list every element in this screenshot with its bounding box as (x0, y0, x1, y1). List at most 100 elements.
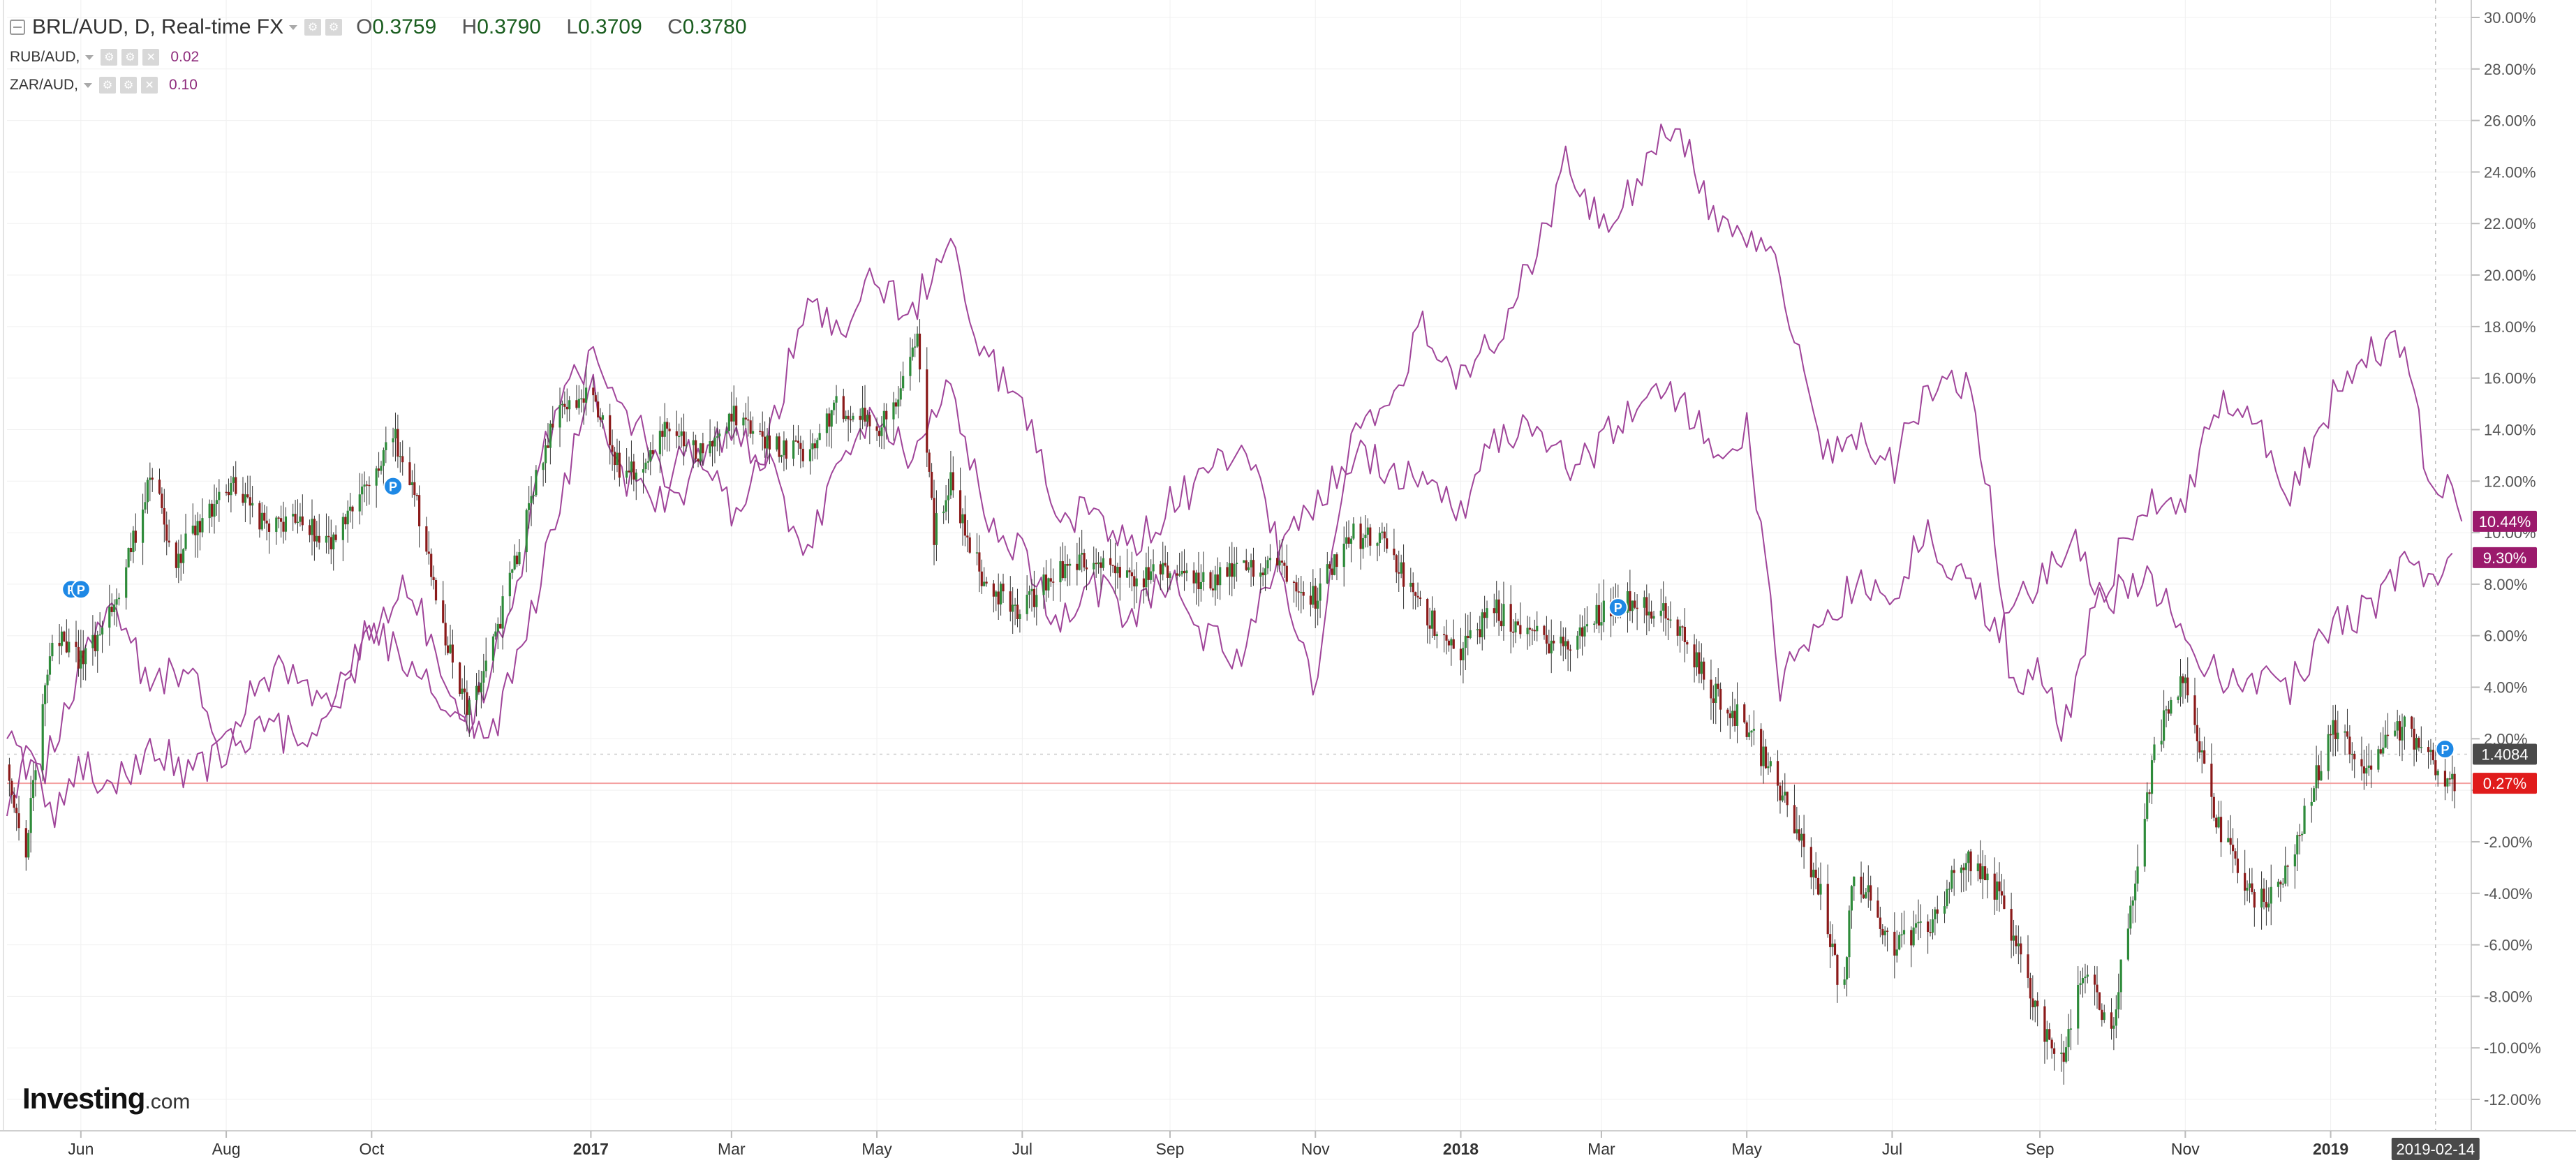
x-axis[interactable]: Jun Aug Oct 2017 Mar May Jul Sep Nov 2018 Mar May Ju… (0, 1130, 2576, 1160)
candle (325, 513, 328, 554)
event-markers[interactable]: PPPPP (61, 476, 2455, 759)
candle-body (2034, 1000, 2036, 1007)
main-symbol-title[interactable]: BRL/AUD, D, Real-time FX (32, 15, 284, 38)
candle (651, 434, 654, 457)
candle-body (1600, 622, 1603, 626)
candle (1927, 914, 1930, 954)
candle-body (1479, 629, 1481, 637)
y-axis[interactable]: -12.00%-10.00%-8.00%-6.00%-4.00%-2.00%2.… (2471, 0, 2541, 1131)
candle-body (1781, 795, 1784, 801)
candle-body (427, 551, 430, 554)
legend-main-row[interactable]: BRL/AUD, D, Real-time FX ⚙ ⚙ O0.3759 H0.… (10, 11, 767, 43)
candle-body (408, 462, 411, 486)
candle (1735, 682, 1739, 743)
candle (267, 519, 271, 554)
settings-icon[interactable]: ⚙ (304, 19, 322, 36)
marker-circle[interactable] (383, 476, 404, 496)
candle (549, 420, 552, 465)
candle (646, 447, 649, 470)
candle-body (882, 410, 885, 428)
candle-body (730, 413, 733, 422)
candle-body (2117, 992, 2120, 1010)
candle (2351, 742, 2353, 771)
candle (963, 495, 966, 547)
candle (716, 421, 718, 452)
crosshair-date-bg (2391, 1138, 2480, 1160)
close-icon[interactable]: ✕ (142, 49, 160, 66)
settings-icon[interactable]: ⚙ (99, 77, 117, 94)
event-marker[interactable]: P (2435, 739, 2455, 759)
candle (1533, 619, 1536, 641)
legend-row-rub[interactable]: RUB/AUD, ⚙ ⚙ ✕ 0.02 (10, 43, 767, 71)
format-icon[interactable]: ⚙ (120, 77, 138, 94)
candle-body (399, 456, 401, 458)
candle-body (2065, 1047, 2068, 1062)
close-icon[interactable]: ✕ (141, 77, 158, 94)
settings-icon[interactable]: ⚙ (101, 49, 118, 66)
candle (392, 427, 394, 457)
chevron-down-icon[interactable] (289, 24, 298, 30)
candle (394, 413, 397, 462)
candle (2367, 743, 2370, 776)
candle-body (1333, 554, 1336, 575)
candle-body (361, 487, 364, 495)
candle-body (1686, 641, 1689, 645)
candle-body (2448, 778, 2451, 780)
candle (1452, 619, 1455, 649)
candle (933, 480, 935, 565)
candle-body (2150, 760, 2154, 794)
event-marker[interactable]: P (1608, 598, 1628, 618)
candle-body (263, 512, 266, 521)
candle (649, 442, 652, 475)
candle-body (2279, 882, 2282, 884)
candle (1712, 685, 1715, 724)
event-marker[interactable]: P (71, 579, 91, 600)
candle-body (1726, 709, 1729, 714)
event-marker[interactable]: P (383, 476, 404, 496)
candle-body (2232, 845, 2235, 852)
candle (1152, 549, 1155, 582)
format-icon[interactable]: ⚙ (121, 49, 139, 66)
candle (747, 396, 750, 437)
candle-body (2146, 792, 2149, 819)
format-icon[interactable]: ⚙ (325, 19, 343, 36)
candle-body (332, 534, 335, 550)
candle (1347, 520, 1350, 548)
marker-circle[interactable] (71, 579, 91, 600)
candle-body (1259, 572, 1262, 577)
candle-body (751, 431, 755, 434)
candle (1097, 552, 1100, 574)
candle-body (1931, 919, 1934, 933)
candle (415, 493, 418, 500)
candle-body (451, 644, 454, 663)
legend-row-zar[interactable]: ZAR/AUD, ⚙ ⚙ ✕ 0.10 (10, 71, 767, 99)
candle (1893, 912, 1896, 979)
comparison-name[interactable]: ZAR/AUD, (10, 77, 79, 93)
chevron-down-icon[interactable] (85, 54, 94, 60)
candle-body (1895, 949, 1898, 956)
marker-circle[interactable] (1608, 598, 1628, 618)
candle (1550, 619, 1553, 674)
candle (2200, 741, 2203, 773)
candle (2115, 995, 2117, 1039)
comparison-name[interactable]: RUB/AUD, (10, 49, 80, 65)
candle (215, 487, 219, 516)
marker-circle[interactable] (2435, 739, 2455, 759)
candle-body (1295, 582, 1298, 592)
candle (408, 447, 411, 486)
candle (380, 461, 383, 475)
candle (2394, 722, 2397, 737)
candle-body (466, 692, 468, 715)
candle-body (1081, 553, 1083, 555)
candle-body (1910, 930, 1913, 946)
candle-body (1133, 576, 1136, 587)
candle-body (899, 388, 902, 400)
candle (518, 539, 521, 566)
candle-body (1493, 608, 1495, 614)
candle-body (1326, 564, 1328, 584)
candle-body (8, 764, 11, 781)
chevron-down-icon[interactable] (84, 82, 93, 88)
candle-body (902, 376, 905, 389)
collapse-icon[interactable] (10, 20, 25, 35)
